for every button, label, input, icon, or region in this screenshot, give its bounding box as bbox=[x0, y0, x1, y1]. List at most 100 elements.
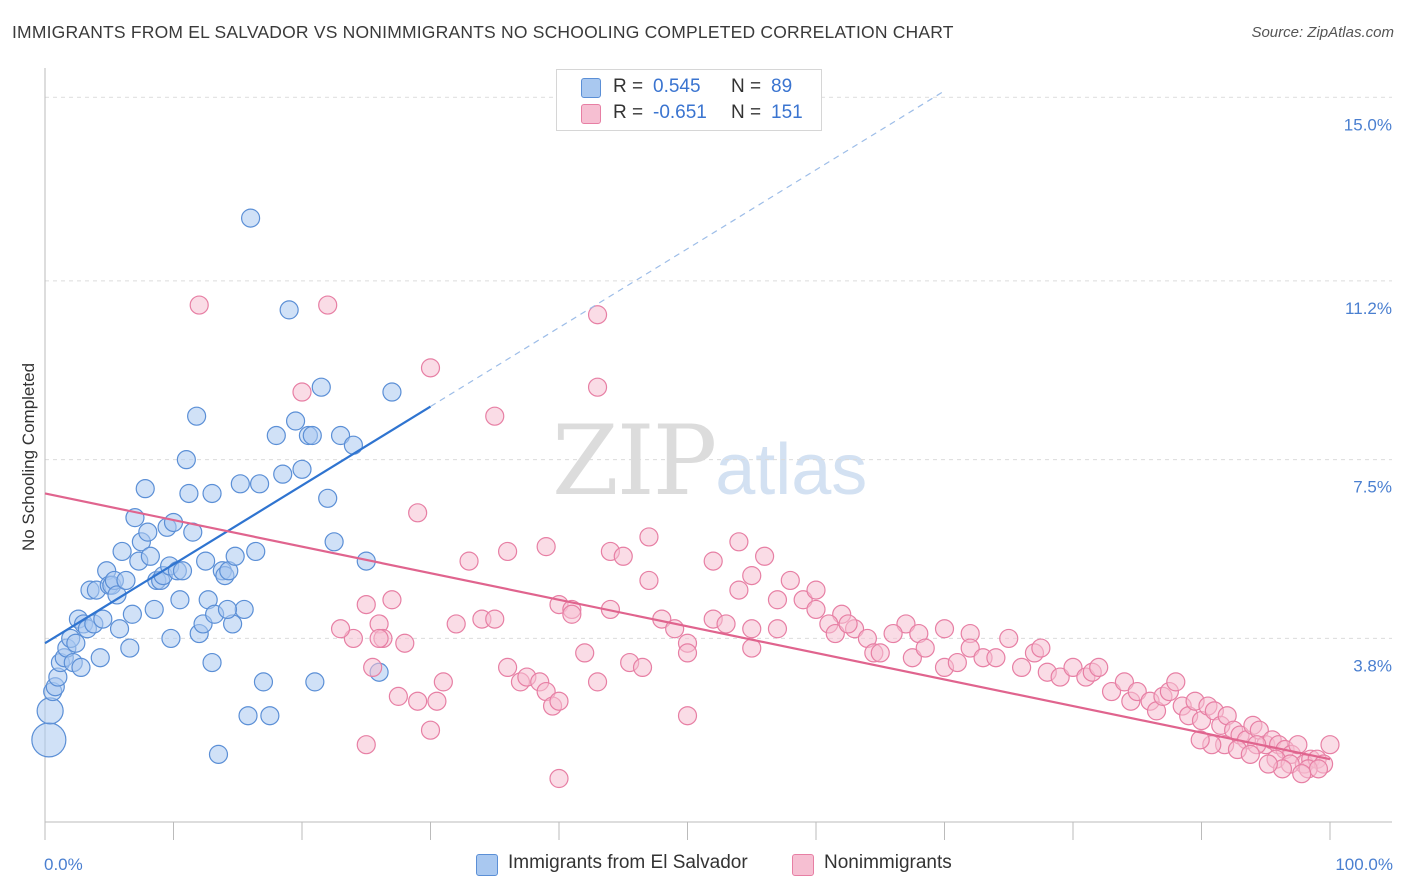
nonimmigrants-point bbox=[388, 686, 408, 706]
legend-r-label: R = bbox=[613, 76, 644, 97]
nonimmigrants-point bbox=[639, 527, 659, 547]
immigrants-point bbox=[116, 570, 136, 591]
immigrants-point bbox=[234, 599, 254, 620]
nonimmigrants-point bbox=[498, 657, 518, 678]
immigrants-point bbox=[109, 619, 130, 639]
immigrants-point bbox=[208, 744, 229, 764]
nonimmigrants-point bbox=[1114, 672, 1135, 692]
nonimmigrants-point bbox=[632, 657, 653, 678]
legend-n-value: 151 bbox=[771, 102, 803, 123]
legend-n-label: N = bbox=[731, 102, 762, 123]
legend-n-label: N = bbox=[731, 76, 762, 97]
y-tick-label: 3.8% bbox=[1353, 656, 1392, 675]
immigrants-point bbox=[120, 638, 140, 658]
immigrants-point bbox=[179, 483, 199, 504]
legend-r-value: -0.651 bbox=[653, 102, 707, 123]
chart-title: IMMIGRANTS FROM EL SALVADOR VS NONIMMIGR… bbox=[12, 22, 954, 42]
nonimmigrants-point bbox=[356, 735, 376, 755]
nonimmigrants-point bbox=[330, 619, 351, 639]
immigrants-point bbox=[172, 561, 193, 581]
bottom-legend-label-nonimmigrants: Nonimmigrants bbox=[824, 852, 952, 873]
nonimmigrants-point bbox=[870, 643, 890, 663]
immigrants-point bbox=[140, 546, 160, 566]
immigrants-point bbox=[330, 425, 351, 446]
nonimmigrants-point bbox=[1127, 681, 1147, 702]
immigrants-point bbox=[112, 541, 132, 562]
nonimmigrants-point bbox=[960, 638, 980, 658]
immigrants-point bbox=[225, 546, 245, 566]
nonimmigrants-point bbox=[363, 657, 383, 678]
nonimmigrants-point bbox=[536, 537, 556, 557]
nonimmigrants-point bbox=[793, 590, 813, 610]
nonimmigrants-point bbox=[825, 623, 845, 644]
immigrants-point bbox=[249, 474, 270, 494]
immigrants-point bbox=[187, 406, 207, 426]
nonimmigrants-point bbox=[356, 594, 376, 615]
nonimmigrants-point bbox=[587, 305, 608, 325]
immigrants-point bbox=[230, 474, 250, 494]
correlation-legend: R = 0.545 N = 89 R = -0.651 N = 151 bbox=[556, 69, 822, 131]
x-tick-label: 100.0% bbox=[1335, 855, 1393, 874]
nonimmigrants-point bbox=[639, 570, 659, 591]
nonimmigrants-point bbox=[902, 648, 922, 668]
nonimmigrants-point bbox=[498, 541, 518, 562]
nonimmigrants-point bbox=[934, 619, 955, 639]
immigrants-point bbox=[161, 628, 181, 649]
nonimmigrants-point bbox=[716, 614, 736, 634]
trend-line-immigrants bbox=[44, 405, 432, 645]
watermark: ZIPatlas bbox=[552, 405, 867, 517]
nonimmigrants-point bbox=[896, 614, 916, 634]
bottom-legend-label-immigrants: Immigrants from El Salvador bbox=[508, 852, 748, 873]
y-tick-label: 11.2% bbox=[1345, 299, 1392, 318]
nonimmigrants-point bbox=[729, 532, 749, 552]
immigrants-point bbox=[324, 532, 344, 552]
y-tick-label: 7.5% bbox=[1353, 478, 1392, 497]
immigrants-point bbox=[292, 459, 312, 479]
immigrants-point bbox=[217, 599, 238, 620]
nonimmigrants-point bbox=[1101, 681, 1122, 702]
nonimmigrants-point bbox=[575, 643, 595, 663]
series-nonimmigrants-points bbox=[189, 295, 1340, 789]
nonimmigrants-point bbox=[549, 691, 569, 711]
bottom-legend-swatch-nonimmigrants bbox=[792, 854, 814, 876]
nonimmigrants-point bbox=[343, 628, 363, 649]
immigrants-point bbox=[135, 479, 155, 499]
legend-swatch-immigrants bbox=[581, 78, 601, 98]
nonimmigrants-point bbox=[677, 706, 698, 726]
immigrants-point bbox=[107, 585, 127, 605]
immigrants-point bbox=[170, 590, 190, 610]
nonimmigrants-point bbox=[446, 614, 466, 634]
nonimmigrants-point bbox=[947, 652, 967, 673]
nonimmigrants-point bbox=[1031, 638, 1051, 658]
immigrants-point bbox=[36, 697, 64, 725]
nonimmigrants-point bbox=[1011, 657, 1032, 678]
legend-n-value: 89 bbox=[771, 76, 793, 97]
nonimmigrants-point bbox=[999, 628, 1019, 649]
immigrants-point bbox=[66, 633, 86, 653]
nonimmigrants-point bbox=[318, 295, 338, 315]
nonimmigrants-point bbox=[1258, 754, 1278, 774]
nonimmigrants-point bbox=[382, 590, 402, 610]
nonimmigrants-point bbox=[677, 643, 698, 663]
nonimmigrants-point bbox=[420, 720, 441, 740]
nonimmigrants-point bbox=[1240, 744, 1260, 764]
nonimmigrants-point bbox=[587, 672, 608, 692]
immigrants-point bbox=[302, 425, 322, 446]
immigrants-point bbox=[266, 425, 286, 446]
legend-r-label: R = bbox=[613, 102, 644, 123]
series-immigrants-points bbox=[31, 208, 402, 764]
trend-line-immigrants-extension bbox=[430, 90, 945, 408]
immigrants-point bbox=[318, 488, 338, 508]
nonimmigrants-point bbox=[562, 604, 582, 624]
watermark-zip: ZIP bbox=[552, 405, 717, 517]
immigrants-point bbox=[202, 483, 222, 504]
nonimmigrants-point bbox=[915, 638, 935, 658]
nonimmigrants-point bbox=[395, 633, 415, 653]
immigrants-point bbox=[31, 722, 67, 758]
immigrants-point bbox=[273, 464, 293, 484]
nonimmigrants-point bbox=[420, 358, 441, 378]
nonimmigrants-point bbox=[806, 599, 826, 620]
legend-swatch-nonimmigrants bbox=[581, 104, 601, 124]
immigrants-point bbox=[311, 377, 331, 397]
